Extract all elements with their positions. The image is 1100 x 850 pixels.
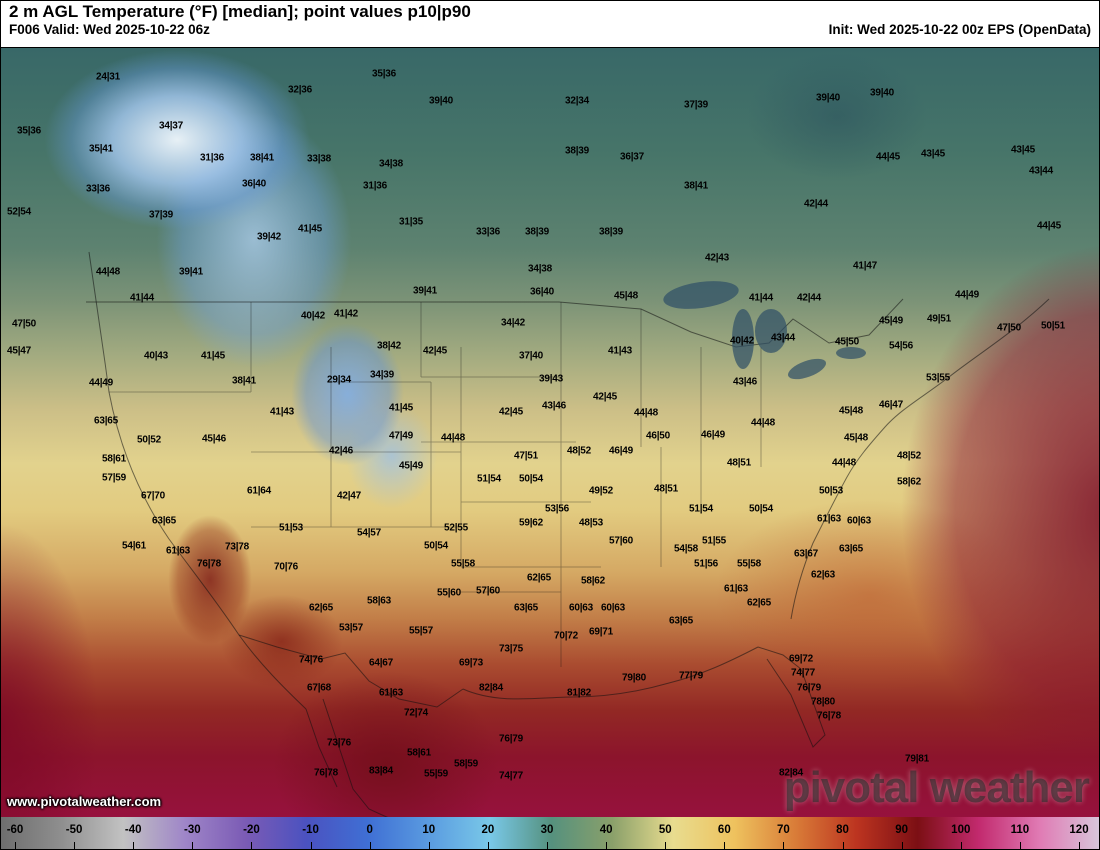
colorbar-tick-mark bbox=[901, 842, 903, 849]
colorbar-tick-label: 90 bbox=[895, 824, 909, 836]
colorbar-tick-mark bbox=[842, 842, 844, 849]
map-borders bbox=[86, 251, 1050, 819]
colorbar-tick-label: 70 bbox=[777, 824, 790, 836]
west-coastline bbox=[88, 251, 307, 710]
state-borders bbox=[109, 302, 762, 667]
colorbar-tick-label: -60 bbox=[6, 824, 24, 836]
colorbar-tick-mark bbox=[1079, 842, 1080, 849]
colorbar-tick-mark bbox=[724, 842, 726, 849]
colorbar-tick-mark bbox=[428, 842, 430, 849]
colorbar-tick-label: -20 bbox=[243, 824, 260, 836]
colorbar-tick-mark bbox=[310, 842, 312, 849]
temperature-field bbox=[1, 47, 1099, 819]
colorbar: -60 -50 -40 -30 -20 -10 0 10 20 30 40 50 60 70 80 90 100… bbox=[1, 817, 1099, 849]
colorbar-tick-label: 40 bbox=[599, 824, 613, 836]
colorbar-tick-label: -40 bbox=[124, 824, 142, 836]
colorbar-tick-mark bbox=[133, 842, 135, 849]
great-lakes bbox=[663, 281, 866, 380]
colorbar-tick-mark bbox=[369, 842, 371, 849]
colorbar-tick-label: 10 bbox=[422, 824, 436, 836]
colorbar-tick-label: 20 bbox=[481, 824, 495, 836]
site-url: www.pivotalweather.com bbox=[7, 794, 162, 809]
colorbar-tick-mark bbox=[15, 842, 16, 849]
canada-border-east bbox=[558, 298, 904, 348]
header-bar: 2 m AGL Temperature (°F) [median]; point… bbox=[1, 1, 1099, 48]
colorbar-tick-mark bbox=[960, 842, 962, 849]
mexico-border bbox=[238, 634, 464, 708]
colorbar-tick-label: 80 bbox=[836, 824, 849, 836]
florida-coastline bbox=[757, 646, 826, 748]
colorbar-gradient bbox=[1, 817, 1099, 849]
colorbar-tick-label: 110 bbox=[1010, 824, 1030, 836]
colorbar-tick-mark bbox=[783, 842, 785, 849]
colorbar-tick-mark bbox=[665, 842, 667, 849]
colorbar-tick-mark bbox=[192, 842, 194, 849]
valid-time-label: F006 Valid: Wed 2025-10-22 06z bbox=[9, 22, 210, 37]
colorbar-tick-mark bbox=[1019, 842, 1021, 849]
colorbar-tick-label: 120 bbox=[1069, 824, 1089, 836]
colorbar-tick-label: -50 bbox=[65, 824, 83, 836]
colorbar-tick-label: 60 bbox=[717, 824, 731, 836]
colorbar-tick-label: 0 bbox=[366, 824, 373, 836]
baja-coastline bbox=[305, 698, 392, 819]
colorbar-tick-mark bbox=[74, 842, 76, 849]
colorbar-tick-mark bbox=[606, 842, 608, 849]
colorbar-tick-mark bbox=[487, 842, 489, 849]
map-title: 2 m AGL Temperature (°F) [median]; point… bbox=[9, 2, 471, 21]
colorbar-tick-label: 50 bbox=[658, 824, 672, 836]
east-coastline bbox=[790, 298, 1050, 620]
colorbar-tick-mark bbox=[251, 842, 253, 849]
init-time-label: Init: Wed 2025-10-22 00z EPS (OpenData) bbox=[828, 22, 1091, 37]
gulf-coastline bbox=[462, 646, 759, 700]
colorbar-tick-label: -30 bbox=[184, 824, 201, 836]
colorbar-tick-label: 30 bbox=[540, 824, 554, 836]
colorbar-tick-label: -10 bbox=[302, 824, 319, 836]
colorbar-tick-label: 100 bbox=[951, 824, 971, 836]
colorbar-tick-mark bbox=[547, 842, 548, 849]
